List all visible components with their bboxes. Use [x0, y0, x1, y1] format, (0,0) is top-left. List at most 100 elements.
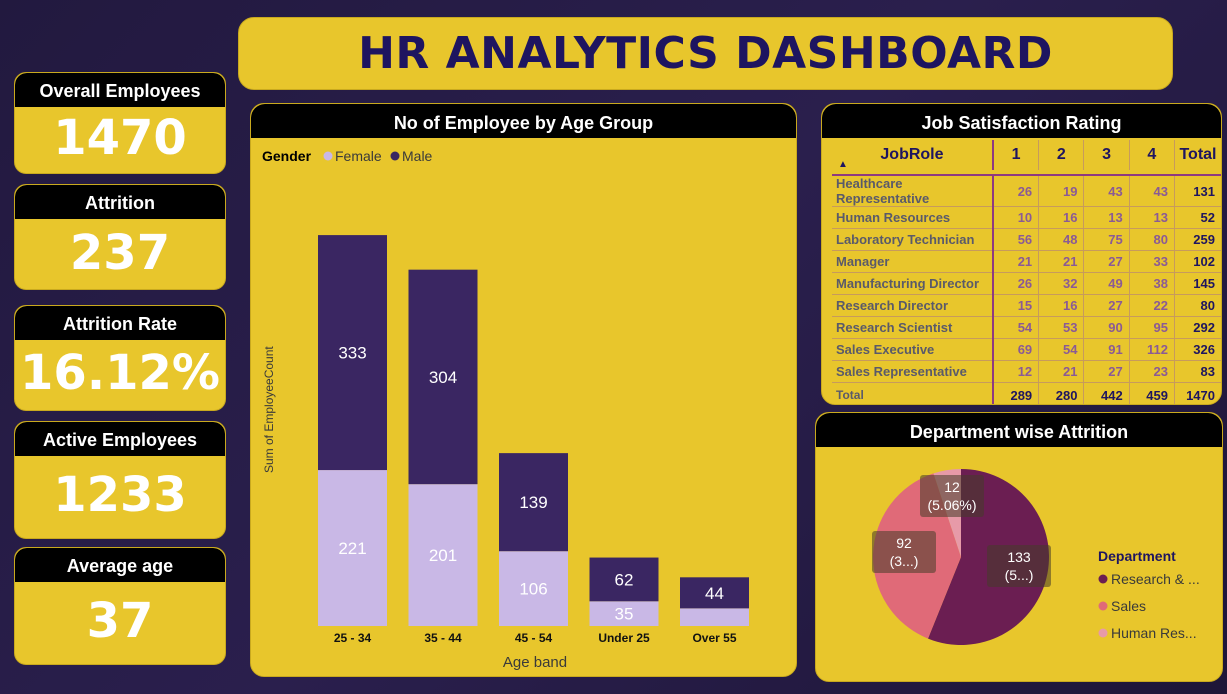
legend-male-marker [390, 151, 400, 161]
table-row[interactable]: Manufacturing Director 26 32 49 38 145 [832, 272, 1221, 295]
cell-total-value: 459 [1128, 382, 1175, 404]
bar-female[interactable] [680, 608, 749, 626]
pie-legend-label[interactable]: Human Res... [1111, 625, 1197, 641]
cell-rating: 16 [1038, 294, 1084, 317]
cell-total: 102 [1173, 250, 1221, 273]
data-label-male: 333 [338, 344, 366, 363]
table-header-row: JobRole ▲ 1 2 3 4 Total [832, 140, 1221, 170]
cell-rating: 16 [1038, 206, 1084, 229]
kpi-label: Attrition [15, 185, 225, 219]
cell-rating: 95 [1128, 316, 1175, 339]
kpi-label: Attrition Rate [15, 306, 225, 340]
data-label-male: 304 [429, 368, 457, 387]
column-header-1[interactable]: 1 [991, 140, 1039, 170]
table-total-row[interactable]: Total 289 280 442 459 1470 [832, 382, 1221, 404]
bar-female[interactable] [408, 484, 478, 626]
column-header-jobrole[interactable]: JobRole ▲ [838, 146, 944, 170]
department-attrition-panel[interactable]: Department wise Attrition 133 (5...) 92 (3.… [815, 412, 1223, 682]
cell-jobrole: Manager [832, 250, 993, 273]
cell-rating: 19 [1038, 175, 1084, 207]
pie-legend-label[interactable]: Research & ... [1111, 571, 1200, 587]
cell-jobrole: Human Resources [832, 206, 993, 229]
cell-rating: 27 [1083, 294, 1130, 317]
cell-rating: 49 [1083, 272, 1130, 295]
data-label-male: 139 [519, 493, 547, 512]
column-header-2[interactable]: 2 [1038, 140, 1084, 170]
kpi-card-overall-employees[interactable]: Overall Employees 1470 [14, 72, 226, 174]
bar-female[interactable] [318, 470, 387, 626]
cell-rating: 112 [1128, 338, 1175, 361]
table-row[interactable]: Manager 21 21 27 33 102 [832, 250, 1221, 273]
pie-data-label-percent: (3...) [890, 553, 919, 569]
cell-rating: 43 [1128, 175, 1175, 207]
y-axis-label: Sum of EmployeeCount [262, 346, 276, 473]
cell-rating: 80 [1128, 228, 1175, 251]
table-row[interactable]: Research Director 15 16 27 22 80 [832, 294, 1221, 317]
x-tick-label: Over 55 [692, 631, 736, 645]
bar-male[interactable] [589, 557, 659, 602]
dashboard-title: HR ANALYTICS DASHBOARD [358, 28, 1053, 79]
cell-rating: 33 [1128, 250, 1175, 273]
table-row[interactable]: Sales Representative 12 21 27 23 83 [832, 360, 1221, 383]
kpi-value: 37 [86, 593, 154, 649]
data-label-female: 106 [519, 580, 547, 599]
cell-rating: 48 [1038, 228, 1084, 251]
cell-jobrole: Healthcare Representative [832, 175, 993, 207]
data-label-male: 44 [705, 584, 724, 603]
job-satisfaction-table: JobRole ▲ 1 2 3 4 Total Healthcare Repre… [832, 140, 1221, 404]
cell-rating: 21 [991, 250, 1039, 273]
sort-ascending-icon[interactable]: ▲ [838, 159, 848, 170]
bar-male[interactable] [499, 453, 568, 552]
data-label-female: 35 [615, 605, 634, 624]
cell-total-value: 1470 [1173, 382, 1221, 404]
column-header-total[interactable]: Total [1173, 140, 1221, 170]
data-label-female: 221 [338, 539, 366, 558]
bar-male[interactable] [680, 577, 749, 609]
cell-rating: 15 [991, 294, 1039, 317]
cell-rating: 91 [1083, 338, 1130, 361]
job-satisfaction-panel[interactable]: Job Satisfaction Rating JobRole ▲ 1 2 3 … [821, 103, 1222, 405]
department-pie-chart[interactable]: 133 (5...) 92 (3...) 12 (5.06%) Department Re… [816, 447, 1222, 681]
cell-total-value: 280 [1038, 382, 1084, 404]
table-row[interactable]: Laboratory Technician 56 48 75 80 259 [832, 228, 1221, 251]
department-attrition-title: Department wise Attrition [816, 413, 1222, 447]
pie-legend-marker [1098, 574, 1108, 584]
pie-data-label-value: 12 [944, 479, 960, 495]
job-satisfaction-title: Job Satisfaction Rating [822, 104, 1221, 138]
legend-title: Gender [262, 148, 312, 164]
kpi-card-attrition-rate[interactable]: Attrition Rate 16.12% [14, 305, 226, 411]
pie-data-label-percent: (5.06%) [927, 497, 976, 513]
kpi-value: 237 [69, 225, 171, 281]
table-row[interactable]: Sales Executive 69 54 91 112 326 [832, 338, 1221, 361]
cell-jobrole: Laboratory Technician [832, 228, 993, 251]
x-tick-label: 25 - 34 [334, 631, 372, 645]
cell-jobrole: Sales Executive [832, 338, 993, 361]
age-group-chart-panel[interactable]: No of Employee by Age Group Gender Femal… [250, 103, 797, 677]
cell-jobrole: Sales Representative [832, 360, 993, 383]
column-header-3[interactable]: 3 [1083, 140, 1130, 170]
cell-rating: 26 [991, 175, 1039, 207]
cell-rating: 12 [991, 360, 1039, 383]
cell-rating: 26 [991, 272, 1039, 295]
kpi-card-average-age[interactable]: Average age 37 [14, 547, 226, 665]
cell-rating: 23 [1128, 360, 1175, 383]
bar-female[interactable] [589, 601, 659, 626]
table-row[interactable]: Healthcare Representative 26 19 43 43 131 [832, 175, 1221, 207]
kpi-label: Average age [15, 548, 225, 582]
kpi-card-attrition[interactable]: Attrition 237 [14, 184, 226, 290]
kpi-card-active-employees[interactable]: Active Employees 1233 [14, 421, 226, 539]
column-header-4[interactable]: 4 [1128, 140, 1175, 170]
cell-total: 52 [1173, 206, 1221, 229]
cell-rating: 21 [1038, 250, 1084, 273]
table-row[interactable]: Research Scientist 54 53 90 95 292 [832, 316, 1221, 339]
table-row[interactable]: Human Resources 10 16 13 13 52 [832, 206, 1221, 229]
age-group-chart[interactable]: Gender Female Male Sum of EmployeeCount … [251, 138, 796, 676]
cell-total: 131 [1173, 175, 1221, 207]
bar-female[interactable] [499, 551, 568, 626]
x-tick-label: 45 - 54 [515, 631, 553, 645]
cell-jobrole: Research Scientist [832, 316, 993, 339]
bar-male[interactable] [408, 269, 478, 485]
pie-legend-label[interactable]: Sales [1111, 598, 1146, 614]
bar-male[interactable] [318, 235, 387, 471]
cell-rating: 32 [1038, 272, 1084, 295]
